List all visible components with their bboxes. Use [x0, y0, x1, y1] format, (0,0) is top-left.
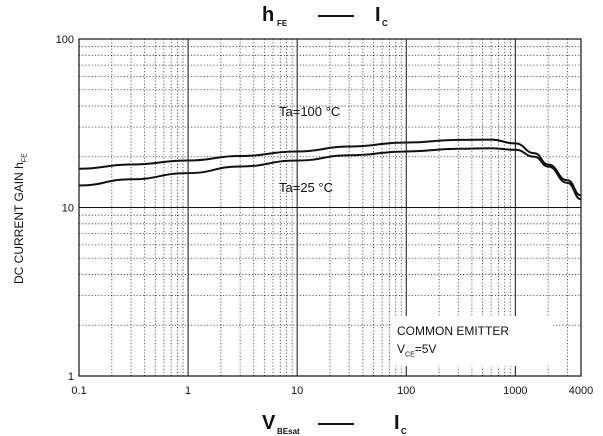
title-dash: [318, 15, 354, 17]
y-tick-label: 1: [68, 371, 74, 383]
y-axis-label: DC CURRENT GAIN hFE: [12, 153, 28, 284]
vce-condition: VCE=5V: [397, 342, 436, 358]
conditions-box: COMMON EMITTER VCE=5V: [391, 316, 553, 366]
title-hfe: h: [262, 4, 275, 26]
x-tick-label: 100: [397, 385, 415, 397]
plot-frame: [78, 38, 582, 377]
vce-symbol: V: [397, 342, 406, 356]
y-tick-label: 100: [56, 34, 74, 46]
title-ic2-sub: C: [401, 427, 407, 436]
title-vbesat: V: [262, 412, 276, 434]
title-ic-sub: C: [382, 19, 388, 28]
x-tick-label: 1: [185, 385, 191, 397]
grid-layer: [79, 39, 581, 376]
y-axis-label-sub: FE: [21, 153, 29, 163]
chart-title: h FE I C: [0, 2, 603, 32]
series-line-1: [78, 147, 582, 201]
tick-labels: 0.1 1 10 100 1000 4000 1 10 100: [56, 34, 594, 397]
x-tick-label: 1000: [503, 385, 527, 397]
series-line-0: [78, 138, 582, 197]
plot-border: [78, 38, 582, 377]
y-tick-label: 10: [62, 203, 74, 215]
title-vbesat-sub: BEsat: [277, 427, 300, 436]
x-tick-label: 10: [291, 385, 303, 397]
annotation-ta-100: Ta=100 °C: [279, 104, 341, 119]
title-ic: I: [375, 4, 381, 26]
y-axis-label-text: DC CURRENT GAIN h: [12, 162, 26, 284]
vce-sub: CE: [405, 351, 415, 359]
vce-value: =5V: [414, 342, 437, 356]
x-tick-label: 0.1: [71, 385, 86, 397]
series-layer: [78, 138, 582, 201]
title-ic2: I: [394, 412, 400, 434]
bottom-title-dash: [318, 423, 354, 425]
annotation-ta-25: Ta=25 °C: [279, 180, 333, 195]
common-emitter-label: COMMON EMITTER: [397, 324, 509, 338]
next-chart-title: V BEsat I C: [0, 408, 603, 436]
title-hfe-sub: FE: [277, 19, 288, 28]
x-tick-label: 4000: [569, 385, 593, 397]
